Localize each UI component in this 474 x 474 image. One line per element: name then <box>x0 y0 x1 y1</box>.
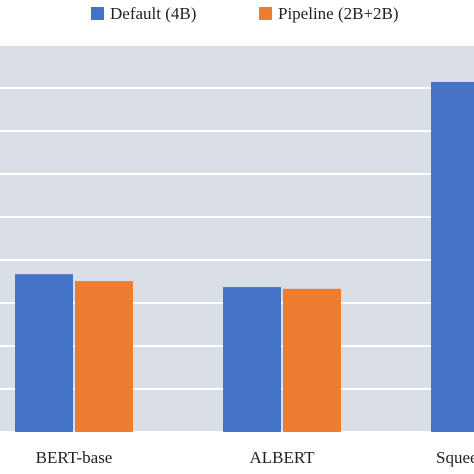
legend-label: Pipeline (2B+2B) <box>278 4 399 23</box>
x-tick-label: BERT-base <box>36 448 113 467</box>
legend-swatch <box>91 7 104 20</box>
bar <box>283 288 341 432</box>
bar <box>223 287 281 432</box>
x-tick-label: Squee <box>436 448 474 467</box>
bar <box>431 81 474 432</box>
legend-swatch <box>259 7 272 20</box>
bar <box>75 281 133 432</box>
legend-label: Default (4B) <box>110 4 196 23</box>
x-tick-label: ALBERT <box>249 448 315 467</box>
bar <box>15 274 73 432</box>
